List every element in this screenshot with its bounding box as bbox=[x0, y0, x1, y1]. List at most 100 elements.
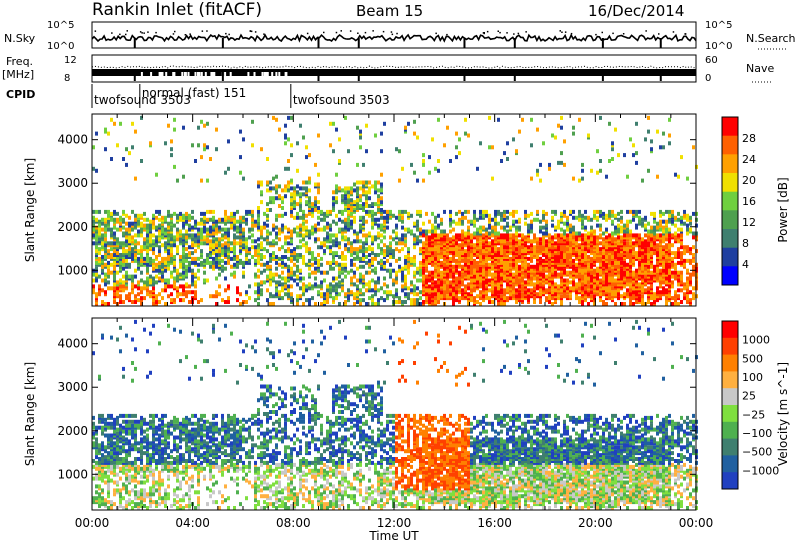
heatmap-cell bbox=[164, 215, 167, 220]
heatmap-cell bbox=[395, 258, 398, 263]
heatmap-cell bbox=[587, 231, 590, 236]
heatmap-cell bbox=[437, 300, 440, 304]
heatmap-cell bbox=[431, 233, 434, 238]
heatmap-cell bbox=[491, 229, 494, 234]
heatmap-cell bbox=[587, 280, 590, 285]
heatmap-cell bbox=[125, 221, 128, 226]
heatmap-cell bbox=[305, 288, 308, 293]
nsearch-point bbox=[684, 33, 687, 35]
heatmap-cell bbox=[242, 260, 245, 265]
heatmap-cell bbox=[356, 231, 359, 236]
heatmap-cell bbox=[533, 300, 536, 304]
heatmap-cell bbox=[164, 260, 167, 265]
heatmap-cell bbox=[191, 143, 194, 148]
heatmap-cell bbox=[269, 302, 272, 306]
heatmap-cell bbox=[281, 282, 284, 287]
heatmap-cell bbox=[317, 215, 320, 220]
heatmap-cell bbox=[182, 288, 185, 293]
heatmap-cell bbox=[359, 245, 362, 250]
heatmap-cell bbox=[641, 221, 644, 226]
heatmap-cell bbox=[350, 208, 353, 212]
heatmap-cell bbox=[602, 280, 605, 285]
heatmap-cell bbox=[356, 125, 359, 130]
heatmap-cell bbox=[527, 245, 530, 250]
heatmap-cell bbox=[590, 233, 593, 238]
heatmap-cell bbox=[566, 286, 569, 291]
heatmap-cell bbox=[173, 235, 176, 240]
heatmap-cell bbox=[155, 274, 158, 279]
heatmap-cell bbox=[92, 166, 95, 171]
heatmap-cell bbox=[218, 284, 221, 289]
heatmap-cell bbox=[257, 249, 260, 254]
heatmap-cell bbox=[380, 196, 383, 201]
heatmap-cell bbox=[239, 129, 242, 134]
heatmap-cell bbox=[566, 227, 569, 232]
heatmap-cell bbox=[215, 276, 218, 281]
heatmap-cell bbox=[128, 227, 131, 232]
heatmap-cell bbox=[431, 251, 434, 256]
heatmap-cell bbox=[266, 213, 269, 218]
heatmap-cell bbox=[407, 121, 410, 126]
heatmap-cell bbox=[572, 225, 575, 230]
heatmap-cell bbox=[479, 282, 482, 287]
heatmap-cell bbox=[413, 221, 416, 226]
heatmap-cell bbox=[371, 288, 374, 293]
heatmap-cell bbox=[362, 162, 365, 167]
heatmap-cell bbox=[458, 251, 461, 256]
heatmap-cell bbox=[137, 219, 140, 224]
heatmap-cell bbox=[365, 233, 368, 238]
heatmap-cell bbox=[614, 213, 617, 218]
heatmap-cell bbox=[506, 141, 509, 146]
heatmap-cell bbox=[134, 223, 137, 228]
heatmap-cell bbox=[230, 272, 233, 277]
heatmap-cell bbox=[587, 262, 590, 267]
heatmap-cell bbox=[647, 260, 650, 265]
heatmap-cell bbox=[446, 233, 449, 238]
heatmap-cell bbox=[377, 217, 380, 222]
heatmap-cell bbox=[572, 280, 575, 285]
heatmap-cell bbox=[575, 231, 578, 236]
heatmap-cell bbox=[245, 237, 248, 242]
heatmap-cell bbox=[308, 302, 311, 306]
heatmap-cell bbox=[227, 243, 230, 248]
heatmap-cell bbox=[515, 149, 518, 154]
heatmap-cell bbox=[455, 131, 458, 136]
heatmap-cell bbox=[311, 270, 314, 275]
heatmap-cell bbox=[467, 231, 470, 236]
heatmap-cell bbox=[629, 258, 632, 263]
heatmap-cell bbox=[413, 270, 416, 275]
nsearch-point bbox=[119, 33, 121, 36]
heatmap-cell bbox=[239, 235, 242, 240]
heatmap-cell bbox=[347, 204, 350, 208]
heatmap-cell bbox=[143, 217, 146, 222]
heatmap-cell bbox=[125, 249, 128, 254]
heatmap-cell bbox=[596, 280, 599, 285]
heatmap-cell bbox=[476, 231, 479, 236]
nave-tick-bottom: 0 bbox=[705, 73, 711, 84]
heatmap-cell bbox=[290, 153, 293, 158]
heatmap-cell bbox=[167, 266, 170, 271]
heatmap-cell bbox=[233, 241, 236, 246]
heatmap-cell bbox=[275, 235, 278, 240]
heatmap-cell bbox=[518, 217, 521, 222]
heatmap-cell bbox=[176, 178, 179, 183]
heatmap-cell bbox=[359, 180, 362, 185]
heatmap-cell bbox=[344, 274, 347, 279]
heatmap-cell bbox=[284, 276, 287, 281]
heatmap-cell bbox=[629, 241, 632, 246]
heatmap-cell bbox=[452, 264, 455, 269]
heatmap-cell bbox=[419, 247, 422, 252]
heatmap-cell bbox=[551, 286, 554, 291]
heatmap-cell bbox=[461, 211, 464, 216]
heatmap-cell bbox=[575, 282, 578, 287]
heatmap-cell bbox=[320, 284, 323, 289]
heatmap-cell bbox=[236, 298, 239, 303]
heatmap-cell bbox=[362, 253, 365, 257]
heatmap-cell bbox=[158, 300, 161, 304]
heatmap-cell bbox=[326, 300, 329, 304]
heatmap-cell bbox=[407, 286, 410, 291]
heatmap-cell bbox=[275, 288, 278, 293]
freq-gap bbox=[263, 72, 266, 77]
heatmap-cell bbox=[497, 258, 500, 263]
heatmap-cell bbox=[302, 302, 305, 306]
